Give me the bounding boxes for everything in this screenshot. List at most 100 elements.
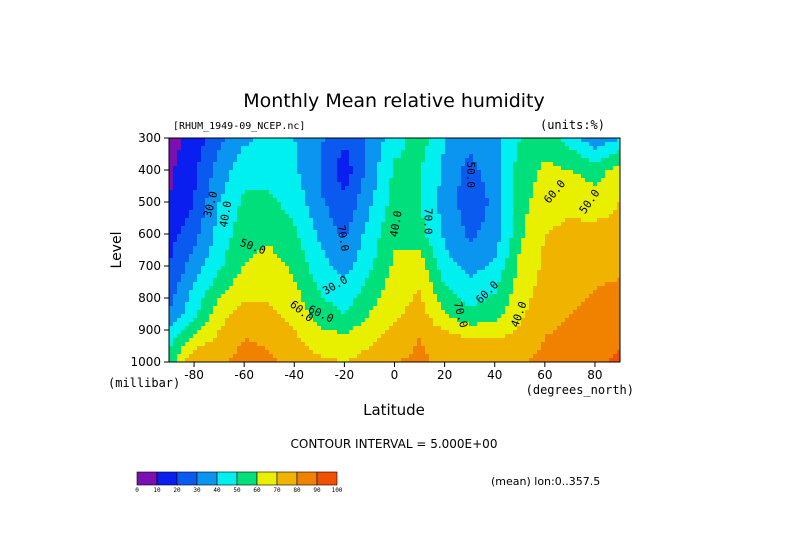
heatmap-cell xyxy=(297,330,302,335)
heatmap-cell xyxy=(333,226,338,231)
heatmap-cell xyxy=(449,354,454,359)
heatmap-cell xyxy=(405,210,410,215)
heatmap-cell xyxy=(441,138,446,143)
heatmap-cell xyxy=(421,214,426,219)
heatmap-cell xyxy=(321,342,326,347)
heatmap-cell xyxy=(497,142,502,147)
heatmap-cell xyxy=(169,162,174,167)
heatmap-cell xyxy=(485,146,490,151)
heatmap-cell xyxy=(253,178,258,183)
heatmap-cell xyxy=(509,174,514,179)
heatmap-cell xyxy=(333,310,338,315)
heatmap-cell xyxy=(277,330,282,335)
heatmap-cell xyxy=(257,346,262,351)
heatmap-cell xyxy=(349,226,354,231)
heatmap-cell xyxy=(225,246,230,251)
heatmap-cell xyxy=(389,318,394,323)
heatmap-cell xyxy=(433,258,438,263)
heatmap-cell xyxy=(349,198,354,203)
heatmap-cell xyxy=(349,238,354,243)
heatmap-cell xyxy=(213,222,218,227)
heatmap-cell xyxy=(465,254,470,259)
heatmap-cell xyxy=(409,282,414,287)
heatmap-cell xyxy=(473,270,478,275)
heatmap-cell xyxy=(445,202,450,207)
heatmap-cell xyxy=(261,338,266,343)
heatmap-cell xyxy=(369,282,374,287)
heatmap-cell xyxy=(445,146,450,151)
heatmap-cell xyxy=(485,190,490,195)
heatmap-cell xyxy=(477,274,482,279)
heatmap-cell xyxy=(457,358,462,362)
heatmap-cell xyxy=(333,334,338,339)
heatmap-cell xyxy=(337,278,342,283)
heatmap-cell xyxy=(297,142,302,147)
heatmap-cell xyxy=(405,238,410,243)
heatmap-cell xyxy=(173,178,178,183)
heatmap-cell xyxy=(281,302,286,307)
heatmap-cell xyxy=(297,250,302,255)
heatmap-cell xyxy=(301,226,306,231)
heatmap-cell xyxy=(237,246,242,251)
heatmap-cell xyxy=(517,350,522,355)
heatmap-cell xyxy=(505,210,510,215)
heatmap-cell xyxy=(393,314,398,319)
heatmap-cell xyxy=(181,266,186,271)
heatmap-cell xyxy=(437,278,442,283)
heatmap-cell xyxy=(473,282,478,287)
heatmap-cell xyxy=(229,246,234,251)
heatmap-cell xyxy=(437,146,442,151)
heatmap-cell xyxy=(441,162,446,167)
heatmap-cell xyxy=(201,214,206,219)
heatmap-cell xyxy=(501,298,506,303)
heatmap-cell xyxy=(329,206,334,211)
heatmap-cell xyxy=(425,174,430,179)
heatmap-cell xyxy=(321,186,326,191)
heatmap-cell xyxy=(505,234,510,239)
heatmap-cell xyxy=(337,170,342,175)
heatmap-cell xyxy=(233,246,238,251)
heatmap-cell xyxy=(477,342,482,347)
heatmap-cell xyxy=(229,190,234,195)
heatmap-cell xyxy=(233,358,238,362)
heatmap-cell xyxy=(301,146,306,151)
heatmap-cell xyxy=(341,198,346,203)
heatmap-cell xyxy=(245,342,250,347)
heatmap-cell xyxy=(173,214,178,219)
heatmap-cell xyxy=(205,150,210,155)
heatmap-cell xyxy=(341,254,346,259)
heatmap-cell xyxy=(437,302,442,307)
heatmap-cell xyxy=(189,166,194,171)
heatmap-cell xyxy=(373,318,378,323)
heatmap-cell xyxy=(309,242,314,247)
heatmap-cell xyxy=(253,246,258,251)
heatmap-cell xyxy=(381,186,386,191)
heatmap-cell xyxy=(341,338,346,343)
heatmap-cell xyxy=(237,258,242,263)
heatmap-cell xyxy=(377,254,382,259)
heatmap-cell xyxy=(285,166,290,171)
heatmap-cell xyxy=(501,274,506,279)
heatmap-cell xyxy=(437,322,442,327)
heatmap-cell xyxy=(221,270,226,275)
heatmap-cell xyxy=(261,206,266,211)
heatmap-cell xyxy=(213,142,218,147)
heatmap-cell xyxy=(477,262,482,267)
heatmap-cell xyxy=(509,138,514,143)
heatmap-cell xyxy=(365,194,370,199)
heatmap-cell xyxy=(193,218,198,223)
heatmap-cell xyxy=(253,222,258,227)
heatmap-cell xyxy=(313,222,318,227)
heatmap-cell xyxy=(285,150,290,155)
heatmap-cell xyxy=(297,162,302,167)
heatmap-cell xyxy=(393,190,398,195)
heatmap-cell xyxy=(309,230,314,235)
heatmap-cell xyxy=(489,274,494,279)
heatmap-cell xyxy=(461,206,466,211)
heatmap-cell xyxy=(293,266,298,271)
heatmap-cell xyxy=(465,242,470,247)
heatmap-cell xyxy=(353,302,358,307)
heatmap-cell xyxy=(273,142,278,147)
heatmap-cell xyxy=(333,314,338,319)
heatmap-cell xyxy=(269,258,274,263)
